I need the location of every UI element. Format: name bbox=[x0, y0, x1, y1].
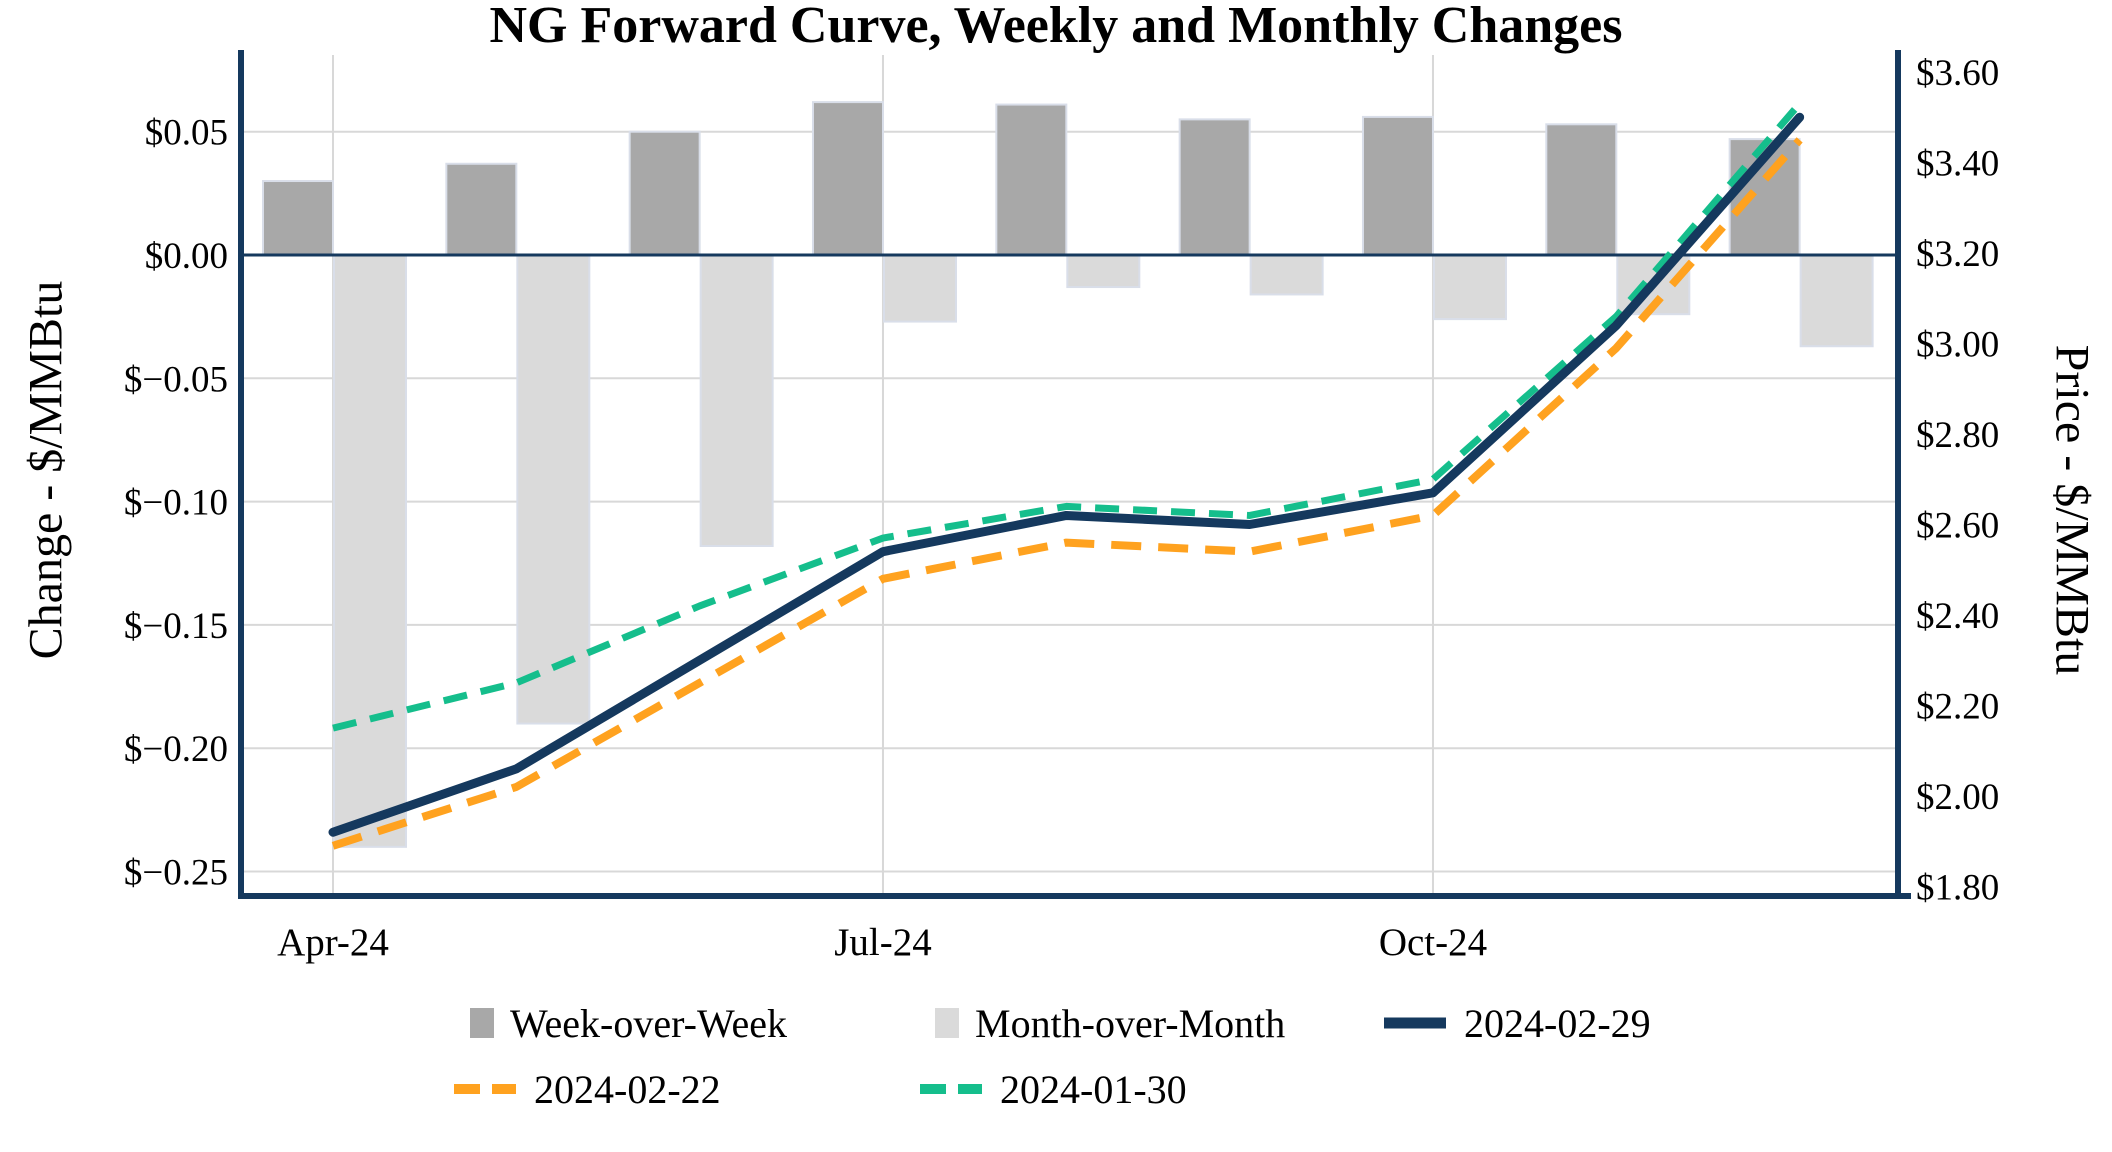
left-axis-title: Change - $/MMBtu bbox=[19, 280, 73, 660]
right-axis-tick-label: $2.40 bbox=[1916, 596, 1999, 637]
dashed-line-swatch-icon bbox=[452, 1082, 518, 1096]
bar-month-over-month bbox=[1432, 254, 1507, 321]
legend-item-2024-02-29: 2024-02-29 bbox=[1382, 998, 1651, 1048]
bar-week-over-week bbox=[1361, 115, 1434, 256]
bar-week-over-week bbox=[1545, 123, 1618, 256]
left-axis-tick-label: $−0.05 bbox=[124, 359, 228, 400]
right-axis-tick-label: $3.00 bbox=[1916, 325, 1999, 366]
left-axis-tick-label: $−0.20 bbox=[124, 729, 228, 770]
right-axis-tick-label: $2.00 bbox=[1916, 777, 1999, 818]
chart-title: NG Forward Curve, Weekly and Monthly Cha… bbox=[489, 0, 1623, 54]
left-axis-tick-label: $−0.10 bbox=[124, 483, 228, 524]
dashed-line-swatch-icon bbox=[918, 1082, 984, 1096]
right-axis-tick-label: $3.20 bbox=[1916, 234, 1999, 275]
x-axis-tick-label: Oct-24 bbox=[1379, 921, 1487, 964]
right-axis-title: Price - $/MMBtu bbox=[2045, 344, 2099, 676]
legend-label: Week-over-Week bbox=[510, 1000, 788, 1046]
left-axis-tick-label: $−0.15 bbox=[124, 606, 228, 647]
x-axis-tick-label: Apr-24 bbox=[277, 921, 389, 964]
legend-label: 2024-02-22 bbox=[534, 1066, 721, 1112]
legend-item-2024-02-22: 2024-02-22 bbox=[452, 1064, 721, 1114]
right-axis-tick-label: $3.40 bbox=[1916, 144, 1999, 185]
right-axis-tick-label: $1.80 bbox=[1916, 868, 1999, 909]
bar-month-over-month bbox=[882, 254, 957, 323]
legend-item-week-over-week: Week-over-Week bbox=[470, 998, 787, 1048]
right-axis-line bbox=[1895, 50, 1901, 899]
line-2024-01-30 bbox=[332, 101, 1803, 732]
bar-week-over-week bbox=[445, 162, 518, 256]
legend-item-month-over-month: Month-over-Month bbox=[935, 998, 1285, 1048]
legend-label: 2024-02-29 bbox=[1464, 1000, 1651, 1046]
bar-week-over-week bbox=[262, 180, 334, 257]
bar-week-over-week bbox=[628, 130, 701, 256]
bar-month-over-month bbox=[1249, 254, 1324, 296]
bottom-axis-line bbox=[238, 893, 1911, 899]
bar-week-over-week bbox=[811, 101, 884, 256]
bar-month-over-month bbox=[1799, 254, 1874, 348]
bar-month-over-month bbox=[333, 254, 407, 848]
legend-label: 2024-01-30 bbox=[1000, 1066, 1187, 1112]
week-over-week-swatch-icon bbox=[470, 1008, 494, 1038]
left-axis-line bbox=[238, 50, 244, 899]
line-2024-02-29 bbox=[328, 112, 1805, 837]
solid-line-swatch-icon bbox=[1382, 1016, 1448, 1030]
legend-item-2024-01-30: 2024-01-30 bbox=[918, 1064, 1187, 1114]
legend-label: Month-over-Month bbox=[975, 1000, 1286, 1046]
bar-month-over-month bbox=[1066, 254, 1141, 289]
left-axis-tick-label: $0.00 bbox=[145, 236, 228, 277]
bar-week-over-week bbox=[995, 103, 1068, 256]
line-2024-02-22 bbox=[331, 137, 1803, 850]
left-axis-tick-label: $0.05 bbox=[145, 113, 228, 154]
month-over-month-swatch-icon bbox=[935, 1008, 959, 1038]
right-axis-tick-label: $2.20 bbox=[1916, 687, 1999, 728]
right-axis-tick-label: $2.80 bbox=[1916, 415, 1999, 456]
right-axis-tick-label: $2.60 bbox=[1916, 506, 1999, 547]
bar-month-over-month bbox=[516, 254, 591, 725]
right-axis-tick-label: $3.60 bbox=[1916, 53, 1999, 94]
x-axis-tick-label: Jul-24 bbox=[834, 921, 932, 964]
bar-month-over-month bbox=[699, 254, 774, 547]
left-axis-tick-label: $−0.25 bbox=[124, 853, 228, 894]
bar-week-over-week bbox=[1178, 118, 1251, 257]
